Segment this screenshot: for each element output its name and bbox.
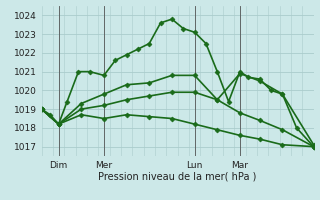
X-axis label: Pression niveau de la mer( hPa ): Pression niveau de la mer( hPa ) [99,171,257,181]
